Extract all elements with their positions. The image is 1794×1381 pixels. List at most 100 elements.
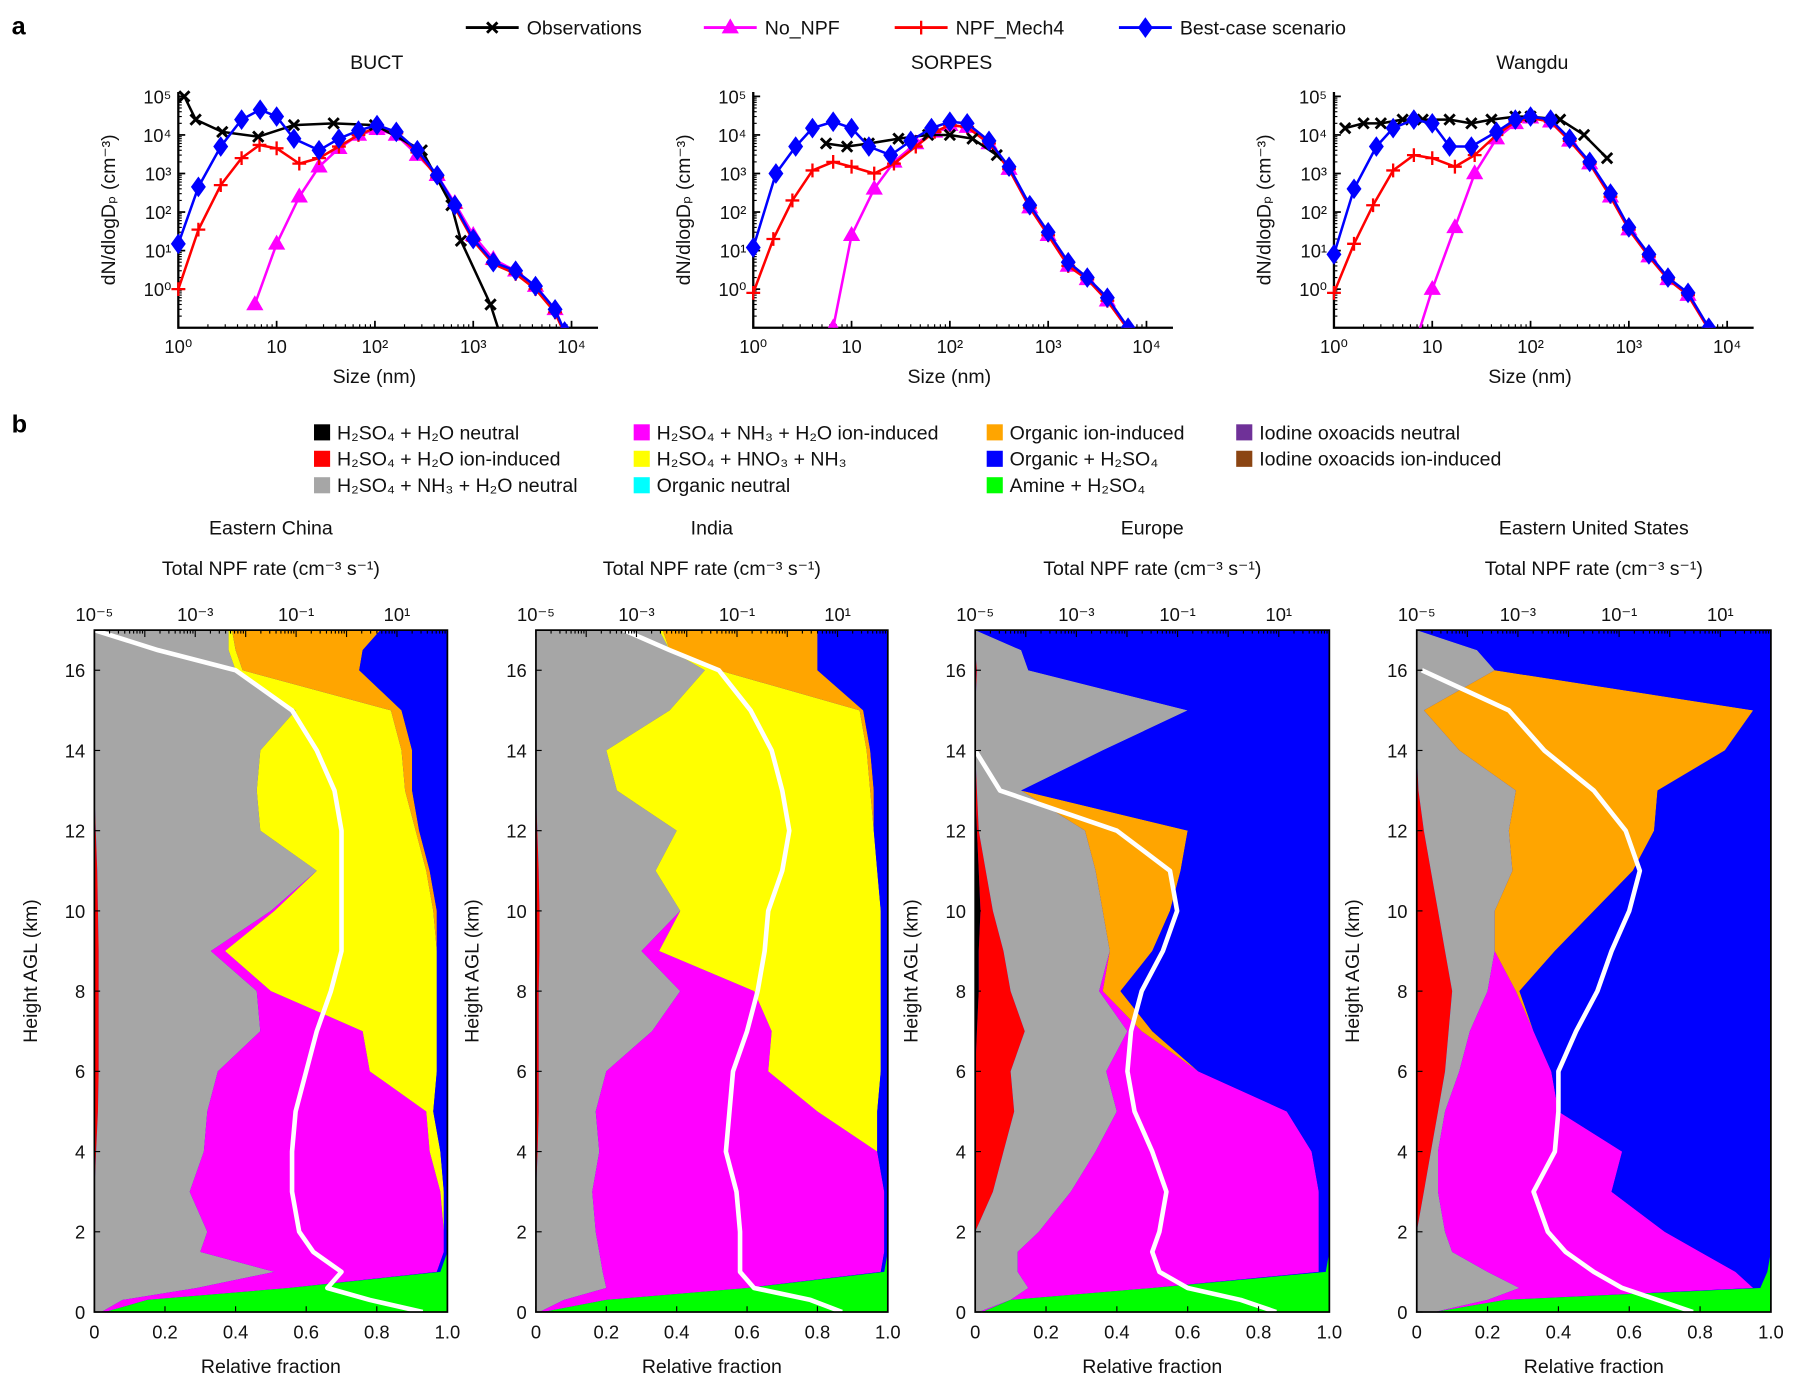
x-tick-label: 10³: [460, 336, 487, 357]
diamond-marker: [903, 130, 919, 152]
triangle-marker: [865, 179, 883, 195]
top-axis-label: Total NPF rate (cm⁻³ s⁻¹): [1043, 558, 1261, 580]
legend-item-organic_h2so4: Organic + H₂SO₄: [986, 449, 1159, 471]
x-marker: [892, 132, 905, 145]
top-axis-label: Total NPF rate (cm⁻³ s⁻¹): [1485, 558, 1703, 580]
plus-marker: [1406, 148, 1421, 162]
diamond-marker: [1602, 183, 1618, 205]
legend-label: Organic ion-induced: [1010, 422, 1185, 444]
charts: BUCT 10⁰ 10 10² 10³ 10⁴ 10⁰ 10¹ 10² 10³ 10⁴ 10⁵ Size…: [20, 52, 1784, 1378]
series-observations: [178, 90, 500, 328]
area-h2so4_hno3_nh3: [104, 630, 444, 1313]
y-tick-label: 10: [65, 901, 85, 922]
top-tick-label: 10⁻³: [177, 604, 213, 625]
y-tick-label: 10⁰: [719, 279, 747, 300]
y-axis-label: Height AGL (km): [20, 899, 42, 1043]
chart-title: SORPES: [911, 52, 992, 74]
x-tick-label: 0.8: [1687, 1321, 1713, 1342]
legend-label: H₂SO₄ + NH₃ + H₂O ion-induced: [657, 422, 939, 444]
legend-swatch: [633, 477, 650, 494]
y-axis-label: Height AGL (km): [1342, 899, 1364, 1043]
chart-title: BUCT: [350, 52, 403, 74]
area-h2so4_nh3_h2o_ion: [1416, 630, 1754, 1313]
top-tick-label: 10⁻³: [1500, 604, 1536, 625]
series-npf-mech4: [1327, 110, 1710, 328]
triangle-marker: [1446, 218, 1464, 234]
top-tick-label: 10⁻⁵: [956, 604, 994, 625]
diamond-marker: [1621, 217, 1637, 238]
top-tick-label: 10¹: [824, 604, 851, 625]
legend-item-h2so4_h2o_neutral: H₂SO₄ + H₂O neutral: [314, 422, 519, 444]
x-tick-label: 10: [1422, 336, 1442, 357]
area-h2so4_h2o_ion: [975, 630, 1025, 1313]
total-npf-rate-line: [93, 627, 424, 1315]
legend-swatch: [314, 424, 331, 441]
diamond-marker: [1488, 121, 1504, 143]
plus-marker: [914, 20, 929, 35]
x-marker: [1443, 113, 1456, 126]
legend-label: Observations: [527, 17, 642, 39]
triangle-marker: [842, 226, 861, 242]
legend-item-h2so4_hno3_nh3: H₂SO₄ + HNO₃ + NH₃: [633, 449, 847, 471]
y-tick-label: 10: [946, 901, 966, 922]
diamond-marker: [388, 121, 404, 143]
y-tick-label: 10: [1387, 901, 1407, 922]
x-marker: [1357, 117, 1370, 130]
plus-marker: [1327, 285, 1341, 300]
series-line: [1332, 115, 1710, 328]
series-line: [752, 123, 1129, 328]
area-organic_h2so4: [542, 630, 888, 1313]
y-tick-label: 6: [517, 1061, 527, 1082]
x-tick-label: 10⁴: [1713, 336, 1741, 357]
y-axis-label: dN/dlogDₚ (cm⁻³): [673, 134, 695, 285]
x-marker: [1465, 117, 1478, 130]
top-tick-label: 10¹: [384, 604, 411, 625]
total-npf-rate-line: [1420, 668, 1694, 1315]
x-marker: [943, 128, 957, 142]
x-marker: [819, 137, 833, 150]
legend-label: Iodine oxoacids neutral: [1259, 422, 1460, 444]
x-tick-label: 10⁰: [739, 336, 767, 357]
diamond-marker: [1680, 282, 1696, 304]
chart-title: Europe: [1121, 518, 1184, 540]
plus-marker: [1347, 236, 1361, 251]
legend-item-amine_h2so4: Amine + H₂SO₄: [986, 475, 1145, 497]
area-h2so4_nh3_h2o_ion: [975, 630, 1319, 1313]
y-tick-label: 10⁵: [143, 86, 171, 107]
plus-marker: [171, 282, 186, 297]
area-organic_ion: [975, 630, 1319, 1313]
x-tick-label: 0.6: [1175, 1321, 1201, 1342]
plus-marker: [867, 166, 882, 181]
plus-marker: [844, 159, 859, 174]
y-tick-label: 8: [956, 981, 966, 1002]
x-tick-label: 1.0: [1758, 1321, 1784, 1342]
area-organic_ion: [1416, 630, 1754, 1313]
x-marker: [1485, 113, 1498, 126]
diamond-marker: [409, 139, 425, 161]
plot-frame: [974, 629, 1331, 1313]
x-marker: [178, 90, 191, 103]
triangle-marker: [721, 18, 739, 34]
y-tick-label: 14: [1387, 740, 1407, 761]
x-tick-label: 10: [266, 336, 286, 357]
area-h2so4_nh3_h2o_ion: [101, 630, 444, 1313]
plus-marker: [766, 232, 781, 246]
top-axis-label: Total NPF rate (cm⁻³ s⁻¹): [603, 558, 821, 580]
y-tick-label: 14: [506, 740, 526, 761]
x-marker: [1577, 128, 1591, 142]
y-tick-label: 0: [956, 1302, 966, 1323]
diamond-marker: [465, 228, 481, 250]
x-marker: [189, 113, 202, 126]
area-h2so4_h2o_ion: [94, 630, 99, 1313]
y-axis-label: Height AGL (km): [461, 899, 483, 1043]
legend-label: Organic + H₂SO₄: [1010, 449, 1159, 471]
triangle-marker: [1405, 339, 1422, 354]
y-tick-label: 12: [946, 821, 966, 842]
x-tick-label: 1.0: [435, 1321, 461, 1342]
legend-swatch: [986, 424, 1003, 441]
y-tick-label: 8: [1397, 981, 1407, 1002]
y-tick-label: 2: [517, 1222, 527, 1243]
legend-swatch: [314, 477, 331, 494]
diamond-marker: [1424, 112, 1440, 134]
y-tick-label: 0: [1397, 1302, 1407, 1323]
